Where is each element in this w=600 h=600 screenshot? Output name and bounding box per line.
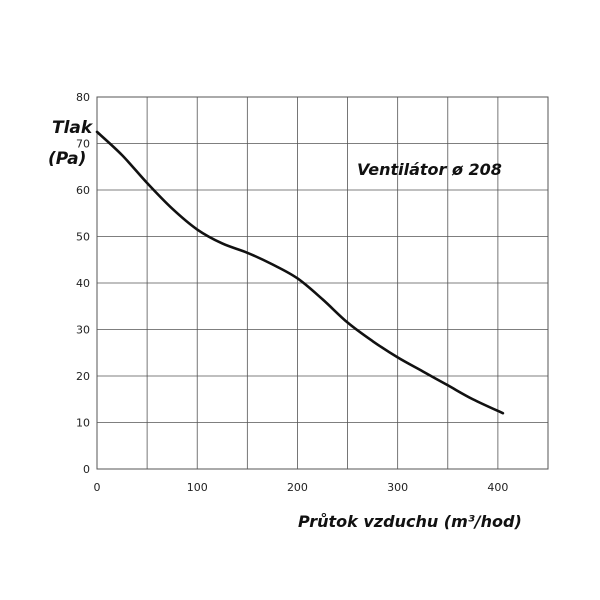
y-tick-label: 80 (76, 91, 90, 104)
plot-frame (96, 96, 549, 470)
y-tick-label: 70 (76, 138, 90, 151)
y-tick-label: 50 (76, 231, 90, 244)
x-tick-label: 200 (287, 481, 308, 494)
y-tick-label: 10 (76, 417, 90, 430)
chart-title: Ventilátor ø 208 (357, 160, 502, 179)
y-tick-label: 40 (76, 277, 90, 290)
x-tick-label: 300 (387, 481, 408, 494)
x-tick-labels: 0 100 200 300 400 (94, 481, 509, 494)
y-tick-label: 20 (76, 370, 90, 383)
pressure-curve (95, 130, 505, 415)
y-tick-labels: 0 10 20 30 40 50 60 70 80 (76, 91, 90, 476)
y-axis-label-line2: (Pa) (48, 149, 86, 169)
y-tick-label: 60 (76, 184, 90, 197)
y-axis-label-line1: Tlak (52, 118, 94, 138)
grid-layer (97, 97, 548, 469)
y-tick-label: 0 (83, 463, 90, 476)
y-tick-label: 30 (76, 324, 90, 337)
x-tick-label: 100 (187, 481, 208, 494)
x-tick-label: 0 (94, 481, 101, 494)
x-tick-label: 400 (487, 481, 508, 494)
x-axis-label: Průtok vzduchu (m³/hod) (298, 512, 522, 531)
